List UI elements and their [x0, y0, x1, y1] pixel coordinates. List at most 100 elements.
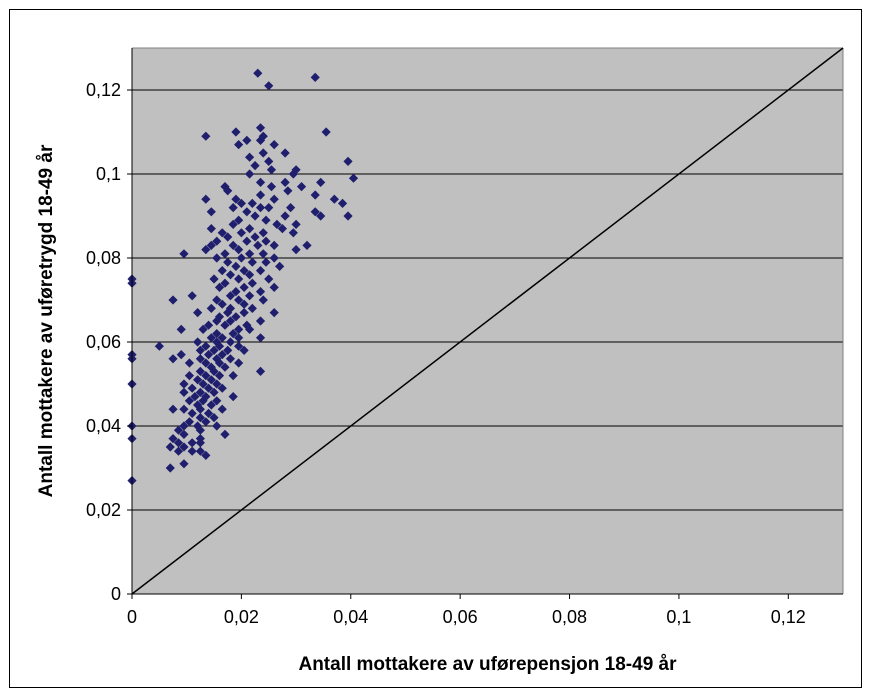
- data-point: [206, 333, 216, 343]
- data-point: [203, 350, 214, 360]
- data-point: [225, 354, 236, 364]
- data-point: [247, 198, 257, 208]
- data-point: [288, 228, 298, 238]
- data-point: [179, 387, 189, 397]
- data-point: [220, 429, 230, 439]
- data-point: [258, 148, 268, 158]
- data-point: [261, 236, 271, 246]
- data-point: [239, 308, 249, 318]
- data-point: [195, 354, 205, 364]
- data-point: [231, 194, 241, 204]
- data-point: [154, 341, 164, 351]
- data-point: [283, 186, 293, 196]
- data-point: [168, 404, 178, 414]
- data-point: [165, 463, 175, 473]
- data-point: [179, 421, 189, 431]
- y-tick-label: 0,02: [86, 500, 121, 520]
- data-point: [214, 371, 225, 381]
- data-point: [266, 165, 277, 175]
- data-point: [179, 429, 189, 439]
- data-point: [217, 266, 227, 276]
- data-point: [223, 257, 233, 267]
- data-point: [173, 446, 184, 456]
- data-point: [310, 72, 320, 82]
- data-point: [212, 316, 222, 326]
- data-point: [195, 425, 205, 435]
- data-point: [209, 366, 219, 376]
- data-point: [231, 261, 241, 271]
- data-point: [206, 303, 216, 313]
- data-point: [184, 417, 195, 427]
- data-point: [244, 224, 255, 234]
- data-point: [234, 140, 244, 150]
- data-point: [212, 354, 222, 364]
- data-point: [195, 438, 205, 448]
- data-points: [127, 68, 359, 486]
- data-point: [201, 371, 211, 381]
- data-point: [193, 308, 203, 318]
- data-point: [220, 249, 230, 259]
- x-tick-label: 0,02: [224, 607, 259, 627]
- x-tick-labels: 0 0,02 0,04 0,06 0,08 0,1 0,12: [127, 607, 806, 627]
- data-point: [280, 177, 290, 187]
- data-point: [236, 253, 246, 263]
- reference-line-group: [131, 47, 844, 595]
- data-point: [234, 358, 244, 368]
- data-point: [214, 282, 225, 292]
- data-point: [316, 211, 326, 221]
- data-point: [165, 442, 175, 452]
- data-point: [239, 345, 249, 355]
- data-point: [220, 278, 230, 288]
- data-point: [244, 270, 255, 280]
- data-point: [209, 387, 219, 397]
- data-point: [225, 337, 236, 347]
- data-point: [234, 274, 244, 284]
- x-tick-label: 0,06: [443, 607, 478, 627]
- data-point: [255, 316, 266, 326]
- data-point: [234, 341, 244, 351]
- data-point: [203, 383, 214, 393]
- data-point: [173, 425, 184, 435]
- data-point: [242, 135, 252, 145]
- data-point: [264, 203, 274, 213]
- data-point: [264, 81, 274, 91]
- data-point: [179, 442, 189, 452]
- data-point: [190, 392, 200, 402]
- data-point: [168, 295, 178, 305]
- data-point: [275, 261, 285, 271]
- data-point: [236, 228, 246, 238]
- data-point: [214, 341, 225, 351]
- data-point: [173, 438, 184, 448]
- data-point: [302, 240, 312, 250]
- data-point: [223, 186, 233, 196]
- data-point: [168, 434, 178, 444]
- data-point: [201, 194, 211, 204]
- y-tick-label: 0,06: [86, 332, 121, 352]
- data-point: [258, 295, 268, 305]
- y-tick-label: 0,08: [86, 248, 121, 268]
- data-point: [228, 329, 238, 339]
- x-tick-label: 0,08: [552, 607, 587, 627]
- data-point: [223, 345, 233, 355]
- data-point: [266, 182, 277, 192]
- data-point: [206, 224, 216, 234]
- data-point: [187, 408, 197, 418]
- data-point: [264, 274, 274, 284]
- data-point: [255, 177, 266, 187]
- data-point: [195, 446, 205, 456]
- data-point: [195, 345, 205, 355]
- data-point: [255, 203, 266, 213]
- data-point: [250, 161, 260, 171]
- data-point: [187, 446, 197, 456]
- data-point: [195, 413, 205, 423]
- data-point: [234, 333, 244, 343]
- data-point: [206, 400, 216, 410]
- data-point: [195, 404, 205, 414]
- data-point: [184, 396, 195, 406]
- data-point: [209, 413, 219, 423]
- data-point: [244, 169, 255, 179]
- data-point: [212, 379, 222, 389]
- data-point: [310, 190, 320, 200]
- data-point: [220, 320, 230, 330]
